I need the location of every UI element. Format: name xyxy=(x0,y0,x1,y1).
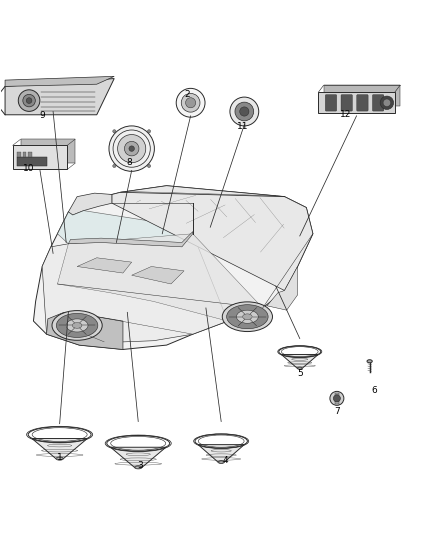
Text: 12: 12 xyxy=(340,110,351,119)
Circle shape xyxy=(23,94,35,107)
Polygon shape xyxy=(32,439,87,458)
Ellipse shape xyxy=(237,310,258,323)
Circle shape xyxy=(240,107,249,116)
Circle shape xyxy=(124,141,139,156)
Text: 5: 5 xyxy=(297,369,303,378)
FancyBboxPatch shape xyxy=(372,95,384,111)
Bar xyxy=(335,393,339,395)
Circle shape xyxy=(113,164,116,167)
Circle shape xyxy=(113,130,116,133)
Text: 6: 6 xyxy=(371,386,377,395)
Text: 11: 11 xyxy=(237,122,249,131)
FancyBboxPatch shape xyxy=(17,157,47,166)
Polygon shape xyxy=(68,231,193,247)
Circle shape xyxy=(148,130,151,133)
Polygon shape xyxy=(68,193,112,215)
Text: 3: 3 xyxy=(138,461,143,470)
Circle shape xyxy=(117,134,146,163)
Text: 7: 7 xyxy=(334,407,340,416)
Polygon shape xyxy=(57,234,263,321)
Polygon shape xyxy=(110,447,166,467)
Circle shape xyxy=(235,102,254,121)
Text: 10: 10 xyxy=(23,164,35,173)
Bar xyxy=(318,92,395,113)
Bar xyxy=(324,85,400,106)
Circle shape xyxy=(109,126,154,171)
Ellipse shape xyxy=(56,457,64,460)
Polygon shape xyxy=(33,185,313,350)
Circle shape xyxy=(148,164,151,167)
Bar xyxy=(17,152,21,157)
Circle shape xyxy=(383,99,391,107)
FancyBboxPatch shape xyxy=(21,139,75,163)
Circle shape xyxy=(18,90,40,111)
Polygon shape xyxy=(57,211,193,247)
Circle shape xyxy=(333,395,340,402)
Ellipse shape xyxy=(57,457,63,460)
Bar xyxy=(23,152,26,157)
Circle shape xyxy=(380,96,394,109)
Text: 9: 9 xyxy=(39,111,45,120)
Ellipse shape xyxy=(367,360,372,363)
FancyBboxPatch shape xyxy=(341,95,353,111)
Circle shape xyxy=(181,93,200,112)
Circle shape xyxy=(129,146,134,151)
Polygon shape xyxy=(198,445,244,462)
Polygon shape xyxy=(5,78,114,115)
Ellipse shape xyxy=(218,461,224,464)
Ellipse shape xyxy=(222,302,272,332)
Ellipse shape xyxy=(66,319,88,332)
Polygon shape xyxy=(46,312,123,350)
Polygon shape xyxy=(77,258,132,273)
Ellipse shape xyxy=(72,322,82,328)
Circle shape xyxy=(330,391,344,405)
Ellipse shape xyxy=(226,305,268,329)
Ellipse shape xyxy=(297,367,302,369)
Ellipse shape xyxy=(57,313,98,337)
FancyBboxPatch shape xyxy=(325,95,337,111)
Bar xyxy=(335,401,339,404)
Ellipse shape xyxy=(219,461,223,463)
Circle shape xyxy=(186,98,196,108)
Text: 8: 8 xyxy=(127,158,132,167)
Text: 1: 1 xyxy=(57,453,63,462)
Polygon shape xyxy=(42,234,228,343)
Ellipse shape xyxy=(298,367,302,369)
Polygon shape xyxy=(281,354,318,368)
Polygon shape xyxy=(267,266,297,310)
Text: 4: 4 xyxy=(223,456,228,465)
Ellipse shape xyxy=(52,311,102,340)
Circle shape xyxy=(230,97,259,126)
FancyBboxPatch shape xyxy=(357,95,368,111)
Ellipse shape xyxy=(134,466,142,469)
Polygon shape xyxy=(5,76,114,86)
FancyBboxPatch shape xyxy=(13,146,67,169)
Circle shape xyxy=(176,88,205,117)
Polygon shape xyxy=(132,266,184,284)
Polygon shape xyxy=(112,185,313,290)
Circle shape xyxy=(26,98,32,103)
Text: 2: 2 xyxy=(185,90,191,99)
Ellipse shape xyxy=(135,466,141,469)
Ellipse shape xyxy=(243,314,252,320)
Bar xyxy=(28,152,32,157)
